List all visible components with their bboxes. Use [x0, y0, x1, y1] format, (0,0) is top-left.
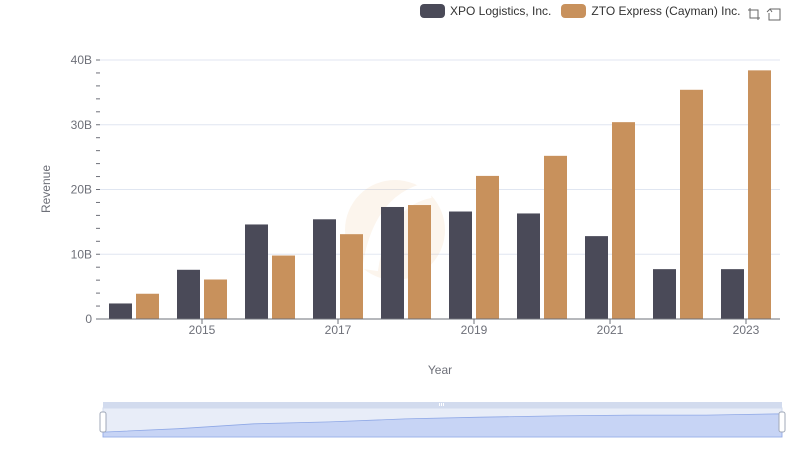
x-axis-title: Year — [428, 363, 452, 377]
x-tick-label: 2023 — [733, 323, 760, 337]
y-tick-label: 0 — [85, 312, 92, 326]
legend-item-zto[interactable]: ZTO Express (Cayman) Inc. — [561, 4, 741, 18]
legend-swatch-zto — [561, 4, 587, 18]
legend-swatch-xpo — [420, 4, 445, 18]
restore-icon[interactable] — [766, 6, 782, 22]
x-tick-label: 2021 — [597, 323, 624, 337]
y-tick-label: 20B — [71, 183, 92, 197]
bar-xpo-2020[interactable] — [517, 213, 540, 319]
bar-zto-2015[interactable] — [204, 279, 227, 319]
bar-xpo-2016[interactable] — [245, 224, 268, 319]
bar-zto-2022[interactable] — [680, 89, 703, 319]
zoom-icon[interactable] — [746, 6, 762, 22]
legend-label-xpo: XPO Logistics, Inc. — [450, 4, 552, 18]
bar-xpo-2021[interactable] — [585, 236, 608, 319]
bar-xpo-2018[interactable] — [381, 206, 404, 319]
legend: XPO Logistics, Inc. ZTO Express (Cayman)… — [420, 4, 751, 18]
bar-zto-2019[interactable] — [476, 175, 499, 319]
bar-zto-2016[interactable] — [272, 255, 295, 319]
x-axis-tick-labels: 2015 2017 2019 2021 2023 — [189, 319, 760, 337]
bar-zto-2014[interactable] — [136, 293, 159, 319]
x-tick-label: 2019 — [461, 323, 488, 337]
toolbox — [746, 6, 786, 22]
y-axis-minor-ticks — [96, 59, 100, 320]
data-zoom-grip-icon[interactable] — [439, 403, 444, 406]
bars — [109, 70, 771, 319]
x-tick-label: 2017 — [325, 323, 352, 337]
bar-zto-2020[interactable] — [544, 155, 567, 319]
legend-label-zto: ZTO Express (Cayman) Inc. — [591, 4, 741, 18]
grid-lines — [100, 59, 780, 255]
bar-zto-2018[interactable] — [408, 205, 431, 319]
y-axis-title: Revenue — [39, 165, 53, 213]
bar-xpo-2015[interactable] — [177, 269, 200, 319]
data-zoom-handle-left[interactable] — [99, 411, 107, 433]
bar-xpo-2014[interactable] — [109, 303, 132, 319]
y-tick-label: 40B — [71, 53, 92, 67]
bar-zto-2021[interactable] — [612, 122, 635, 319]
x-tick-label: 2015 — [189, 323, 216, 337]
bar-xpo-2017[interactable] — [313, 219, 336, 319]
bar-xpo-2023[interactable] — [721, 269, 744, 319]
legend-item-xpo[interactable]: XPO Logistics, Inc. — [420, 4, 551, 18]
bar-xpo-2019[interactable] — [449, 211, 472, 319]
data-zoom-selection[interactable] — [103, 402, 782, 408]
y-tick-label: 10B — [71, 247, 92, 261]
data-zoom-handle-right[interactable] — [778, 411, 786, 433]
bar-xpo-2022[interactable] — [653, 269, 676, 319]
bar-zto-2017[interactable] — [340, 234, 363, 319]
bar-zto-2023[interactable] — [748, 70, 771, 319]
y-tick-label: 30B — [71, 118, 92, 132]
y-axis-tick-labels: 0 10B 20B 30B 40B — [71, 53, 93, 326]
data-zoom-slider[interactable] — [99, 402, 786, 438]
